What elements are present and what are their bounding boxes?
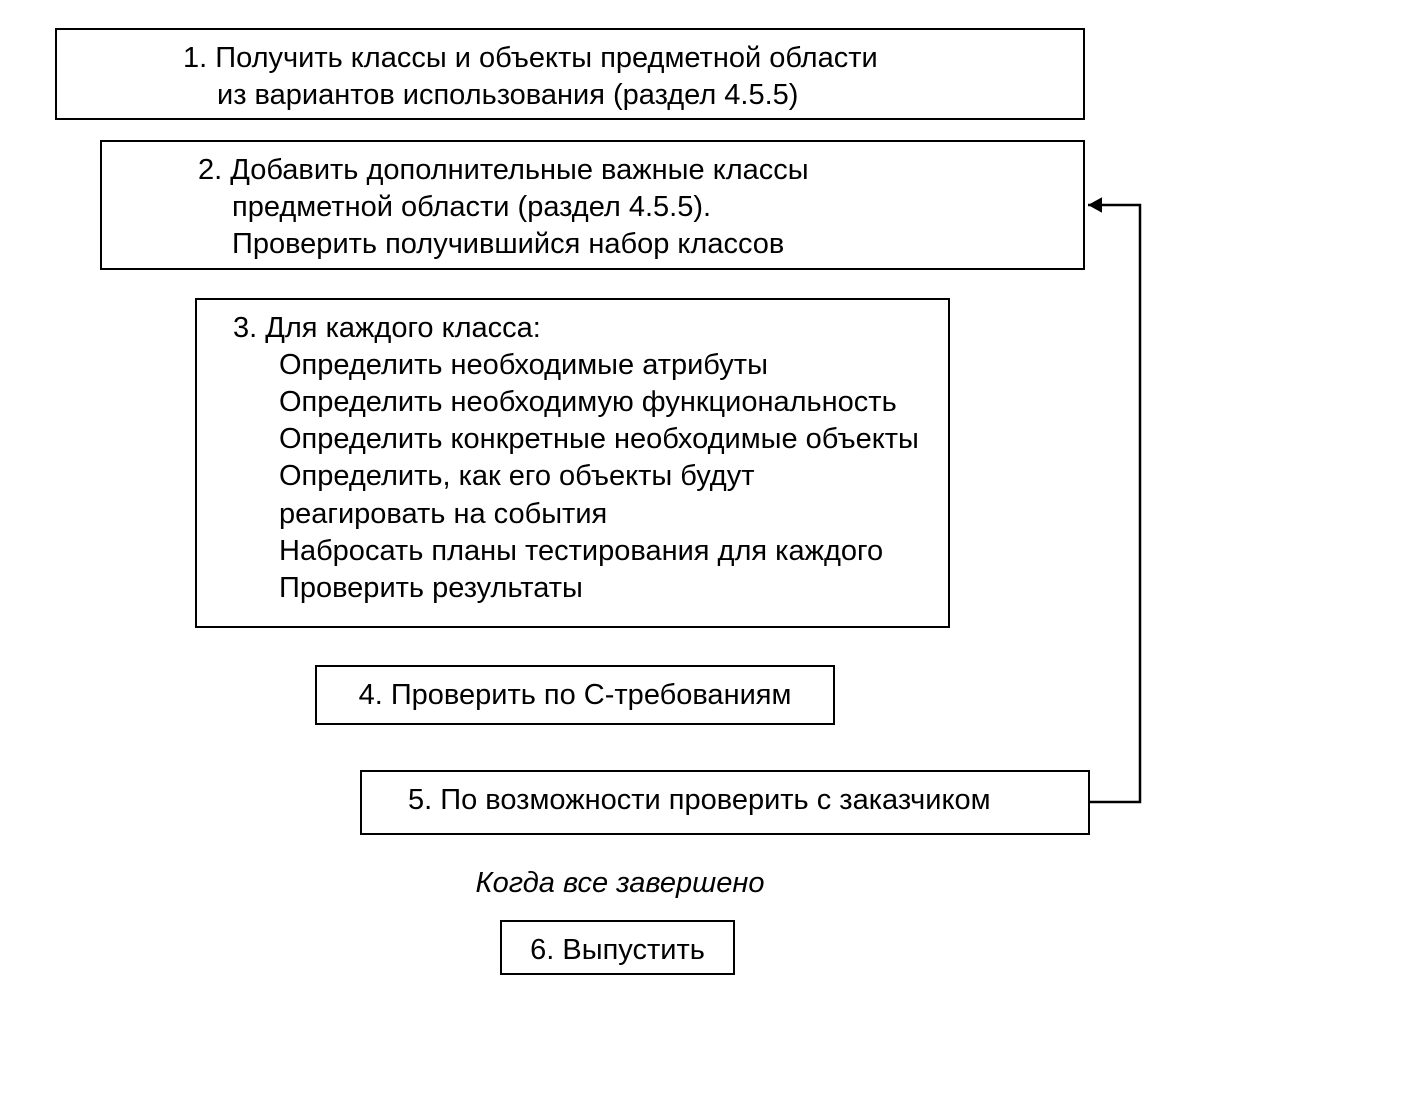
- step-6-num: 6.: [530, 934, 554, 966]
- step-3-sub4: Определить, как его объекты будут: [233, 458, 932, 495]
- label-when-done-text: Когда все завершено: [476, 867, 765, 899]
- step-2-box: 2. Добавить дополнительные важные классы…: [100, 140, 1085, 270]
- step-4-line1: Проверить по С-требованиям: [391, 679, 792, 711]
- step-4-text: 4. Проверить по С-требованиям: [333, 677, 817, 714]
- step-3-box: 3. Для каждого класса: Определить необхо…: [195, 298, 950, 628]
- step-6-text: 6. Выпустить: [518, 932, 717, 969]
- step-3-text: 3. Для каждого класса: Определить необхо…: [213, 310, 932, 607]
- step-3-sub1: Определить необходимые атрибуты: [233, 347, 932, 384]
- step-2-text: 2. Добавить дополнительные важные классы…: [118, 152, 1067, 263]
- step-6-box: 6. Выпустить: [500, 920, 735, 975]
- step-6-line1: Выпустить: [562, 934, 704, 966]
- step-4-box: 4. Проверить по С-требованиям: [315, 665, 835, 725]
- step-5-text: 5. По возможности проверить с заказчиком: [378, 782, 1072, 819]
- step-5-line1: По возможности проверить с заказчиком: [440, 784, 990, 816]
- step-5-box: 5. По возможности проверить с заказчиком: [360, 770, 1090, 835]
- step-3-line1: Для каждого класса:: [265, 312, 541, 344]
- step-3-sub6: Набросать планы тестирования для каждого: [233, 533, 932, 570]
- step-1-line1: Получить классы и объекты предметной обл…: [215, 42, 877, 74]
- diagram-stage: 1. Получить классы и объекты предметной …: [0, 0, 1412, 1108]
- step-1-text: 1. Получить классы и объекты предметной …: [73, 40, 1067, 114]
- step-3-sub5: реагировать на события: [233, 496, 932, 533]
- step-2-num: 2.: [198, 154, 222, 186]
- step-2-line2: предметной области (раздел 4.5.5).: [198, 189, 1067, 226]
- label-when-done: Когда все завершено: [440, 865, 800, 905]
- step-1-num: 1.: [183, 42, 207, 74]
- step-3-sub7: Проверить результаты: [233, 570, 932, 607]
- step-1-line2: из вариантов использования (раздел 4.5.5…: [183, 77, 1067, 114]
- step-3-sub2: Определить необходимую функциональность: [233, 384, 932, 421]
- step-5-num: 5.: [408, 784, 432, 816]
- step-4-num: 4.: [359, 679, 383, 711]
- step-2-line3: Проверить получившийся набор классов: [198, 226, 1067, 263]
- step-3-num: 3.: [233, 312, 257, 344]
- step-1-box: 1. Получить классы и объекты предметной …: [55, 28, 1085, 120]
- step-3-sub3: Определить конкретные необходимые объект…: [233, 421, 932, 458]
- step-2-line1: Добавить дополнительные важные классы: [230, 154, 808, 186]
